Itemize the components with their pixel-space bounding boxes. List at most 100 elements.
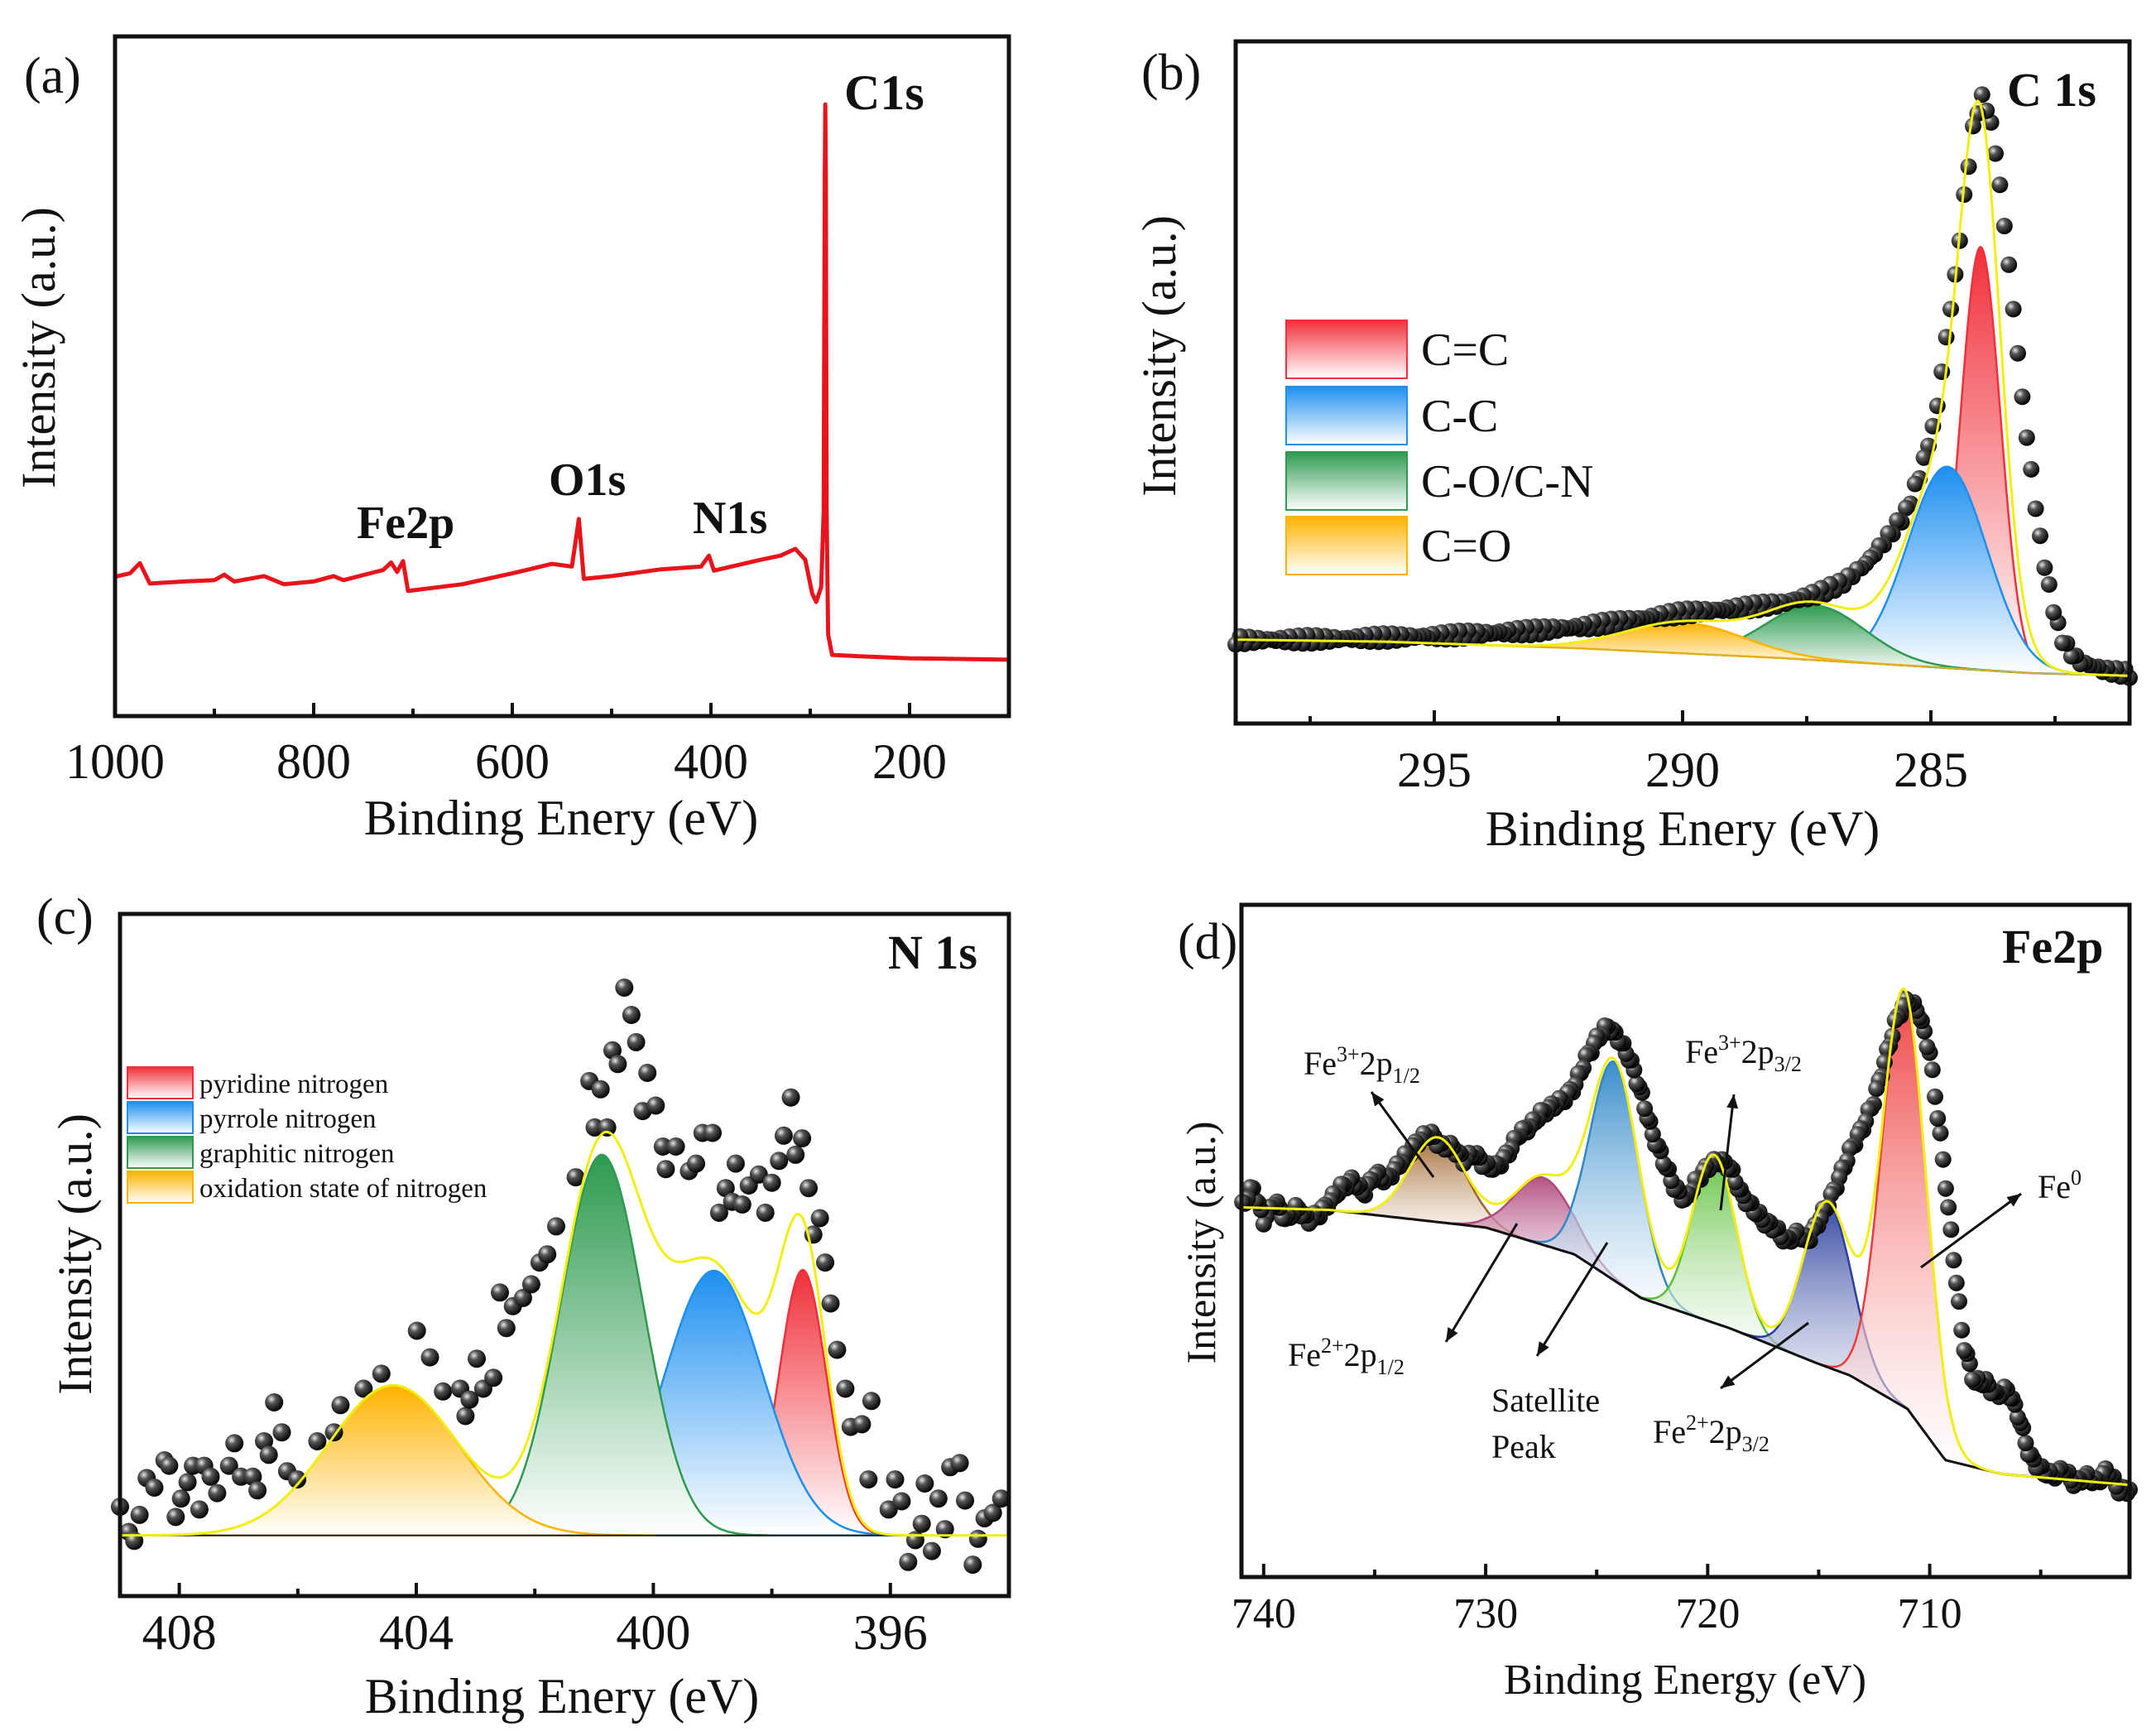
x-axis-label: Binding Enery (eV)	[1486, 801, 1880, 856]
legend: C=C C-C C-O/C-N C=O	[1285, 320, 1593, 575]
data-point	[2018, 429, 2035, 446]
data-point	[171, 1489, 190, 1508]
x-tick-label: 740	[1232, 1590, 1296, 1637]
data-point	[774, 1126, 793, 1145]
legend-item: C=C	[1285, 320, 1509, 379]
data-point	[627, 1032, 646, 1051]
data-point	[1644, 1126, 1661, 1143]
data-point	[622, 1006, 641, 1024]
annotation-base: Fe	[1304, 1045, 1337, 1082]
data-point	[219, 1456, 238, 1475]
data-point	[1906, 475, 1923, 493]
annotation-base: Fe	[1288, 1336, 1321, 1373]
data-point	[816, 1253, 834, 1272]
panel-label: (d)	[1178, 914, 1237, 970]
data-point	[2005, 301, 2022, 318]
annotation-sup: 0	[2071, 1166, 2082, 1190]
panel-a-survey-spectrum: 1000 800 600 400 200 Binding Enery (eV) Intens…	[12, 34, 1011, 845]
plot-frame	[1239, 902, 2132, 1580]
x-axis-label: Binding Enery (eV)	[364, 791, 759, 845]
data-point	[2054, 634, 2071, 652]
data-point	[420, 1348, 439, 1367]
data-point	[248, 1481, 267, 1500]
annotation-mid: 2p	[1709, 1413, 1742, 1450]
data-point	[259, 1445, 278, 1464]
data-point	[859, 1470, 878, 1489]
y-axis-label: Intensity (a.u.)	[48, 1113, 102, 1395]
legend: pyridine nitrogen pyrrole nitrogen graphit…	[127, 1066, 487, 1204]
data-point	[1654, 1155, 1672, 1172]
data-point	[709, 1203, 728, 1222]
data-point	[1953, 1321, 1971, 1339]
plot-area	[111, 978, 1011, 1575]
x-axis-label: Binding Energy (eV)	[1504, 1656, 1866, 1704]
annotation-sup: 3+	[1718, 1031, 1741, 1055]
data-point	[799, 1179, 818, 1198]
data-point	[225, 1434, 244, 1453]
data-point	[653, 1137, 672, 1156]
legend-item: C=O	[1285, 516, 1511, 575]
data-point	[781, 1088, 800, 1107]
panel-d-fe2p-spectrum: 740 730 720 710 Binding Energy (eV) Intensity…	[1178, 902, 2138, 1704]
legend-label: C=O	[1421, 521, 1511, 572]
annotation-sub: 1/2	[1393, 1064, 1420, 1088]
data-point	[1934, 1151, 1952, 1168]
plot-area	[1234, 987, 2138, 1503]
panel-label: (b)	[1141, 45, 1201, 101]
data-point	[208, 1483, 227, 1503]
data-point	[879, 1500, 898, 1519]
annotation-arrow	[1535, 1242, 1609, 1357]
data-point	[1868, 1080, 1885, 1098]
annotation-label: Satellite	[1491, 1382, 1600, 1419]
x-tick-label: 396	[853, 1605, 928, 1660]
data-point	[1991, 176, 2009, 194]
plot-area	[114, 102, 1010, 662]
x-tick-label: 290	[1645, 743, 1720, 797]
data-point	[1964, 1371, 1981, 1388]
fit-envelope-line	[120, 1130, 1009, 1537]
data-point	[2027, 500, 2044, 517]
peak-label: Fe2p	[357, 498, 454, 549]
data-point	[1960, 158, 1977, 176]
data-point	[2017, 1435, 2034, 1452]
x-tick-label: 200	[872, 734, 947, 789]
x-tick-label: 710	[1898, 1590, 1962, 1637]
data-point	[638, 1064, 657, 1082]
data-point	[1923, 1061, 1941, 1079]
annotation-sub: 3/2	[1742, 1432, 1769, 1456]
data-point	[591, 1079, 610, 1099]
data-point	[1987, 145, 2004, 162]
data-point	[1938, 329, 1955, 346]
x-tick-label: 730	[1453, 1590, 1518, 1637]
data-point	[1945, 1252, 1962, 1269]
data-point	[1927, 1088, 1943, 1105]
x-axis-label: Binding Enery (eV)	[365, 1669, 760, 1724]
data-point	[912, 1514, 931, 1533]
legend-item: oxidation state of nitrogen	[127, 1171, 487, 1204]
data-point	[178, 1473, 197, 1492]
fit-envelope-line	[1241, 987, 2130, 1487]
data-point	[243, 1467, 262, 1486]
data-point	[1942, 301, 1959, 318]
fit-envelope-line	[1235, 99, 2130, 677]
data-point	[2000, 256, 2018, 273]
data-point	[703, 1123, 722, 1142]
legend-label: C-C	[1421, 391, 1498, 442]
panel-title: C1s	[844, 65, 924, 120]
legend-label: pyridine nitrogen	[199, 1070, 388, 1099]
data-point	[513, 1288, 532, 1307]
data-point	[1915, 449, 1933, 466]
annotation-base: Fe	[1653, 1413, 1686, 1450]
x-tick-label: 404	[379, 1605, 454, 1660]
legend-swatch	[127, 1066, 194, 1099]
x-tick-label: 600	[475, 734, 550, 789]
peak-label: N1s	[693, 493, 767, 544]
data-point	[732, 1195, 751, 1214]
data-point	[749, 1165, 768, 1184]
data-point	[2009, 1408, 2026, 1426]
data-point	[2023, 460, 2040, 478]
annotation-arrow	[1444, 1223, 1519, 1343]
data-point	[1918, 1038, 1936, 1055]
annotation-arrow	[1920, 1192, 2022, 1269]
